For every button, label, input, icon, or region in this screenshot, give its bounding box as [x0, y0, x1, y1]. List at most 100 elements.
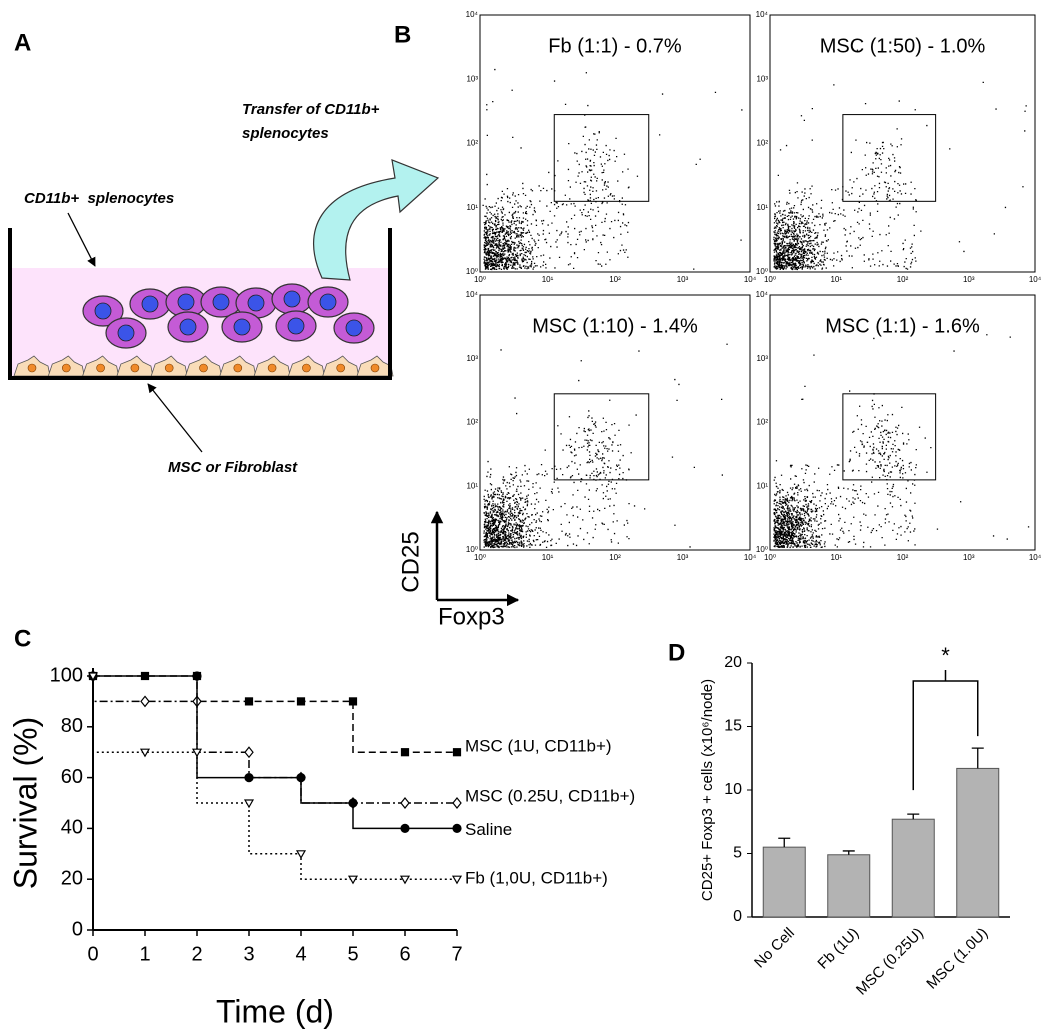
x-tick-label: 5	[347, 943, 358, 965]
y-tick-label: 20	[724, 654, 742, 671]
flow-events	[483, 343, 728, 549]
x-tick-label: 7	[451, 943, 462, 965]
x-tick-label: 10⁰	[764, 275, 776, 284]
y-tick-label: 10²	[756, 139, 768, 148]
y-axis-label: Survival (%)	[7, 717, 43, 889]
y-tick-label: 10³	[466, 74, 478, 83]
flow-plot-frame	[479, 294, 751, 551]
y-tick-label: 80	[61, 715, 83, 737]
x-axis-label: Time (d)	[216, 993, 334, 1029]
axis-label: CD25	[397, 531, 424, 592]
flow-plot-title: MSC (1:1) - 1.6%	[825, 315, 980, 337]
x-tick-label: 10⁴	[1029, 275, 1042, 284]
error-bar	[778, 837, 791, 848]
series-label: Saline	[465, 820, 512, 839]
nucleus	[336, 363, 346, 373]
marker	[400, 748, 410, 757]
nucleus	[62, 363, 71, 373]
y-tick-label: 10⁴	[756, 10, 769, 19]
layer-label: MSC or Fibroblast	[168, 459, 298, 476]
bar	[827, 854, 871, 918]
pointer	[67, 212, 96, 267]
nucleus	[130, 363, 140, 373]
nucleus	[233, 363, 243, 373]
marker	[400, 823, 410, 834]
significance-bracket	[912, 670, 979, 791]
error-bar	[842, 850, 855, 855]
x-tick-label: 0	[87, 943, 98, 965]
marker	[452, 797, 462, 809]
y-tick-label: 20	[61, 867, 83, 889]
y-tick-label: 5	[733, 845, 742, 862]
bar	[891, 818, 935, 918]
x-tick-label: 10⁴	[744, 275, 757, 284]
y-tick-label: 40	[61, 817, 83, 839]
marker	[452, 748, 462, 757]
cell-nucleus	[212, 293, 230, 311]
nucleus	[267, 363, 277, 373]
marker	[347, 875, 359, 885]
x-tick-label: 3	[243, 943, 254, 965]
x-tick-label: 10¹	[542, 275, 554, 284]
step-line	[92, 676, 457, 880]
flow-plot-frame	[769, 294, 1036, 551]
x-tick-label: 2	[191, 943, 202, 965]
x-tick-label: 10⁴	[744, 553, 757, 562]
cell-nucleus	[177, 293, 195, 311]
x-tick-label: 6	[399, 943, 410, 965]
y-tick-label: 10⁰	[756, 267, 768, 276]
y-tick-label: 10⁰	[466, 545, 478, 554]
cell-nucleus	[283, 290, 301, 308]
y-tick-label: 10⁰	[466, 267, 478, 276]
y-tick-label: 10²	[466, 139, 478, 148]
dish	[8, 228, 392, 380]
flow-plot-title: MSC (1:50) - 1.0%	[820, 35, 986, 57]
marker	[139, 748, 151, 758]
y-tick-label: 10⁴	[756, 290, 769, 299]
marker	[243, 799, 255, 809]
marker	[399, 875, 411, 885]
flow-plot-title: MSC (1:10) - 1.4%	[532, 315, 698, 337]
y-tick-label: 10⁰	[756, 545, 768, 554]
y-tick-label: 10²	[466, 418, 478, 427]
x-tick-label: 10³	[677, 553, 689, 562]
axis-label: Foxp3	[438, 603, 505, 630]
marker	[295, 850, 307, 860]
x-tick-label: 10²	[609, 275, 621, 284]
error-bar	[907, 813, 920, 820]
y-tick-label: 0	[733, 908, 742, 925]
marker	[140, 695, 150, 708]
marker	[191, 748, 203, 758]
pointer	[147, 383, 203, 453]
x-tick-label: MSC (0.25U)	[853, 925, 927, 999]
y-tick-label: 10³	[466, 354, 478, 363]
nucleus	[370, 363, 380, 373]
flow-panel: Fb (1:1) - 0.7%10⁰10⁰10¹10¹10²10²10³10³1…	[466, 10, 1042, 562]
marker	[348, 798, 358, 808]
marker	[296, 697, 306, 706]
marker	[244, 772, 254, 783]
x-tick-label: 10²	[897, 275, 909, 284]
y-tick-label: 10¹	[466, 481, 478, 490]
transfer-label: Transfer of CD11b+	[242, 101, 380, 118]
flow-plot-frame	[479, 14, 751, 273]
y-tick-label: 10	[724, 781, 742, 798]
cell-nucleus	[233, 318, 251, 336]
x-tick-label: 10⁰	[474, 275, 486, 284]
x-tick-label: 4	[295, 943, 306, 965]
marker	[244, 746, 254, 759]
panel-letter: D	[668, 639, 685, 666]
x-tick-label: 10³	[677, 275, 689, 284]
x-tick-label: 10¹	[830, 275, 842, 284]
nucleus	[302, 363, 311, 373]
series-label: MSC (0.25U, CD11b+)	[465, 786, 635, 805]
step-line	[93, 675, 457, 830]
panel-letter: B	[394, 21, 411, 48]
transfer-arrow	[313, 159, 440, 281]
x-tick-label: No Cell	[751, 925, 798, 972]
x-tick-label: Fb (1U)	[814, 925, 862, 973]
bar	[762, 846, 806, 918]
flow-plot-title: Fb (1:1) - 0.7%	[548, 35, 682, 57]
bar-chart: D 0 5 10 15 20 CD25+ Foxp3 + cells (x10⁶/node)…	[668, 639, 1010, 999]
